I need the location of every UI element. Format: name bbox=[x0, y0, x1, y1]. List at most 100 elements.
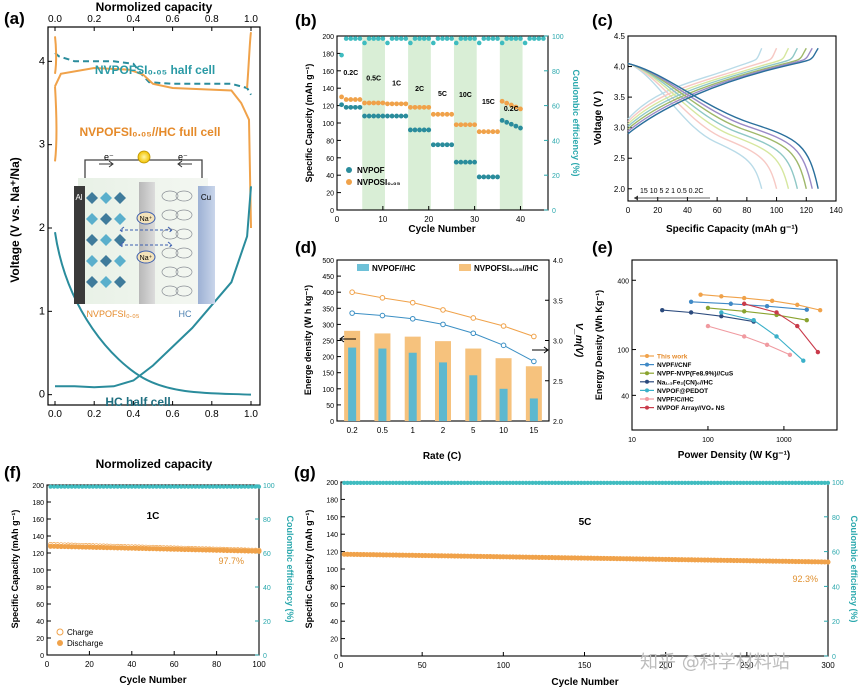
cathode-crystal bbox=[86, 213, 98, 225]
f-ce-point bbox=[256, 484, 262, 489]
cathode-crystal bbox=[86, 192, 98, 204]
b-point-NVPOF bbox=[467, 159, 473, 165]
d-y2-tick-label: 3.5 bbox=[553, 298, 563, 305]
arrow-right-icon bbox=[532, 346, 549, 354]
g-ce-point bbox=[614, 480, 620, 485]
g-ce-point bbox=[579, 480, 584, 485]
e-legend-label: NVPOF@PEDOT bbox=[657, 388, 708, 395]
b-ce-point bbox=[348, 36, 354, 41]
g-x-tick-label: 50 bbox=[418, 661, 427, 670]
g-ce-point bbox=[760, 480, 766, 485]
g-ce-point bbox=[494, 480, 499, 485]
b-point-NVPOSI₀.₀₅ bbox=[371, 100, 377, 106]
c-y-tick-label: 3.0 bbox=[614, 124, 626, 133]
cu-label: Cu bbox=[201, 193, 211, 202]
b-ce-point bbox=[371, 36, 376, 41]
b-ce-point bbox=[509, 36, 514, 41]
a-x-tick-label: 0.4 bbox=[126, 409, 140, 420]
panel-e: (e) 10 100 1000 40 100 400 This workNVPF//CNF… bbox=[592, 238, 838, 461]
d-y-tick-label: 200 bbox=[322, 355, 334, 362]
f-ce-point bbox=[48, 484, 53, 489]
g-ce-point bbox=[819, 480, 824, 485]
d-y2-tick-label: 2.0 bbox=[553, 419, 563, 426]
b-point-NVPOF bbox=[398, 113, 404, 119]
g-ce-point bbox=[342, 480, 347, 485]
legend-nvposi: NVPOSI₀.₀₅ bbox=[357, 178, 401, 187]
panel-a-bottom-axis-title: Normolized capacity bbox=[96, 457, 213, 471]
g-ce-point bbox=[644, 480, 649, 485]
b-point-NVPOF bbox=[430, 142, 436, 148]
d-bar-nvpof bbox=[529, 398, 538, 421]
g-ce-point bbox=[754, 480, 759, 485]
e-point-3 bbox=[719, 313, 724, 319]
g-x-tick-label: 100 bbox=[497, 661, 511, 670]
anode-flake bbox=[161, 190, 179, 202]
e-point-6 bbox=[815, 349, 821, 355]
panel-e-xlabel: Power Density (W Kg⁻¹) bbox=[678, 450, 791, 461]
arrow-left-icon bbox=[177, 160, 192, 168]
g-ce-point bbox=[618, 480, 623, 485]
rate-list-label: 15 10 5 2 1 0.5 0.2C bbox=[640, 188, 703, 195]
f-ce-point bbox=[221, 484, 226, 489]
b-rate-label: 5C bbox=[438, 91, 447, 98]
g-ce-point bbox=[608, 480, 613, 485]
b-ce-point bbox=[527, 36, 532, 41]
g-ce-point bbox=[540, 480, 545, 485]
arrow-left-icon bbox=[634, 195, 638, 201]
f-ce-point bbox=[69, 484, 74, 489]
e-point-2 bbox=[741, 309, 747, 314]
b-point-NVPOSI₀.₀₅ bbox=[407, 104, 413, 110]
anode-flake bbox=[161, 285, 179, 297]
f-ce-point bbox=[147, 484, 152, 489]
e-line-6 bbox=[744, 303, 819, 353]
panel-b: (b) 0 10 20 30 40020406080100120140160180200… bbox=[295, 11, 581, 235]
panel-c-label: (c) bbox=[592, 11, 613, 30]
a-x-tick-label: 0.6 bbox=[166, 409, 180, 420]
e-point-4 bbox=[719, 310, 724, 315]
g-y-tick-label: 120 bbox=[326, 550, 338, 557]
g-y-tick-label: 60 bbox=[330, 602, 338, 609]
b-point-NVPOF bbox=[426, 127, 432, 133]
panel-a-frame bbox=[47, 26, 261, 406]
d-y-tick-label: 450 bbox=[322, 274, 334, 281]
e-point-6 bbox=[795, 323, 800, 329]
a-x-tick-label: 0.2 bbox=[87, 409, 101, 420]
b-ce-point bbox=[343, 36, 349, 41]
g-ce-point bbox=[459, 480, 464, 485]
panel-g-y2label: Coulombic efficiency (%) bbox=[849, 515, 859, 622]
g-ce-point bbox=[549, 480, 555, 485]
c-charge-2 bbox=[627, 47, 798, 127]
g-ce-point bbox=[657, 480, 662, 485]
e-legend-label: NVPF//CNF bbox=[657, 362, 691, 369]
g-ce-point bbox=[374, 480, 379, 485]
f-ce-point bbox=[87, 484, 92, 489]
b-ce-point bbox=[380, 36, 386, 41]
g-ce-point bbox=[585, 480, 590, 485]
g-ce-point bbox=[368, 480, 373, 485]
b-rate-label: 10C bbox=[459, 92, 472, 99]
e-point-0 bbox=[769, 298, 775, 304]
g-ce-point bbox=[510, 480, 516, 485]
b-ce-point bbox=[476, 40, 482, 46]
arrow-right-icon bbox=[99, 160, 114, 168]
d-vm-point-1 bbox=[500, 342, 507, 349]
g-ce-point bbox=[423, 480, 428, 485]
g-ce-point bbox=[686, 480, 691, 485]
g-ce-point bbox=[478, 480, 483, 485]
legend-charge: Charge bbox=[67, 628, 94, 637]
d-x-tick-label: 0.2 bbox=[347, 426, 359, 435]
b-point-NVPOSI₀.₀₅ bbox=[440, 111, 445, 117]
f-x-tick-label: 20 bbox=[85, 660, 94, 669]
b-y2-tick-label: 40 bbox=[552, 138, 560, 145]
b-rate-label: 0.2C bbox=[343, 70, 358, 77]
b-point-NVPOSI₀.₀₅ bbox=[385, 101, 390, 107]
b-y-tick-label: 0 bbox=[330, 208, 334, 215]
panel-a: (a) Normolized capacity Normolized capac… bbox=[4, 0, 261, 471]
b-ce-point bbox=[472, 36, 477, 41]
b-point-NVPOSI₀.₀₅ bbox=[485, 129, 491, 135]
b-point-NVPOSI₀.₀₅ bbox=[417, 104, 422, 110]
b-ce-point bbox=[463, 36, 468, 41]
b-point-NVPOF bbox=[476, 174, 482, 180]
f-x-tick-label: 100 bbox=[252, 660, 266, 669]
f-ce-point bbox=[59, 484, 64, 489]
